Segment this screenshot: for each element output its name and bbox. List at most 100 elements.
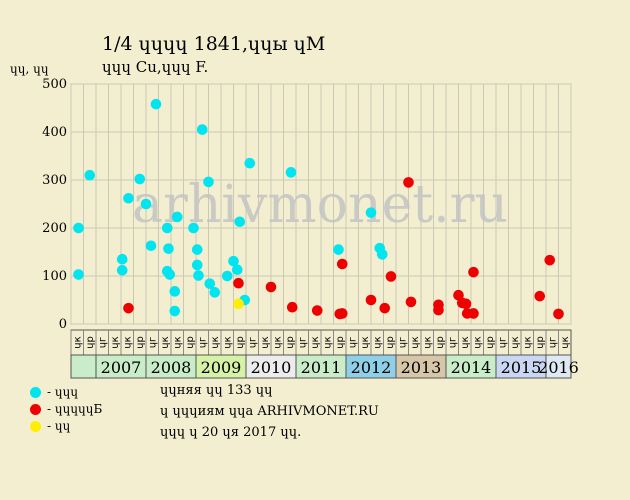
data-point: [234, 216, 246, 228]
data-point: [244, 157, 256, 169]
legend-item-cyan: - ɥɥɥ: [30, 385, 78, 399]
note-line-2: ɥ ɥɥɥиям ɥɥa ARHIVMONET.RU: [160, 404, 379, 419]
data-point: [140, 198, 152, 210]
data-point: [221, 270, 233, 282]
data-point: [376, 249, 388, 260]
month-tick-label: ɥк: [360, 336, 371, 348]
data-point: [169, 286, 181, 297]
month-tick-label: ɥр: [135, 336, 146, 349]
data-point: [123, 302, 134, 314]
month-tick-label: ɥр: [85, 336, 96, 349]
month-tick-label: ɥк: [272, 336, 283, 348]
data-point: [228, 255, 239, 267]
month-tick-label: ɥк: [560, 336, 571, 348]
data-point: [233, 298, 244, 310]
data-point: [193, 270, 204, 281]
data-point: [116, 253, 128, 265]
data-point: [265, 281, 277, 293]
data-point: [468, 266, 479, 278]
y-tick-label: 100: [42, 269, 67, 284]
data-point: [161, 222, 173, 234]
y-tick-label: 300: [42, 173, 67, 188]
month-tick-label: ɥк: [72, 336, 83, 348]
year-cell-blank: [70, 354, 97, 379]
month-tick-label: ɥг: [197, 337, 208, 349]
legend-marker-red: [30, 403, 41, 415]
data-point: [336, 308, 348, 319]
data-points: [73, 98, 564, 320]
watermark: arhivmonet.ru: [132, 175, 508, 235]
legend-label: - ɥɥɥɥɥБ: [47, 402, 103, 416]
data-point: [123, 192, 134, 204]
year-label: 2015: [501, 358, 542, 377]
data-point: [379, 302, 391, 314]
data-point: [73, 222, 84, 234]
data-point: [188, 222, 199, 234]
month-tick-label: ɥк: [372, 336, 383, 348]
legend-item-red: - ɥɥɥɥɥБ: [30, 402, 102, 416]
data-point: [145, 240, 157, 252]
month-tick-label: ɥк: [422, 336, 433, 348]
month-tick-label: ɥр: [285, 336, 296, 349]
month-tick-label: ɥр: [335, 336, 346, 349]
data-point: [433, 304, 444, 316]
data-point: [403, 177, 414, 188]
legend-label: - ɥɥ: [47, 419, 71, 433]
chart-subtitle: ɥɥɥ Cu,ɥɥɥ F.: [102, 58, 209, 76]
data-point: [553, 308, 564, 320]
data-point: [191, 244, 203, 255]
data-point: [385, 271, 397, 282]
month-tick-label: ɥк: [172, 336, 183, 348]
data-point: [365, 294, 377, 306]
month-tick-label: ɥк: [460, 336, 471, 348]
legend-marker-yellow: [30, 420, 41, 432]
year-label: 2014: [451, 358, 492, 377]
data-point: [460, 298, 472, 310]
data-point: [468, 308, 479, 319]
month-tick-label: ɥг: [247, 337, 258, 349]
data-point: [163, 243, 174, 254]
month-tick-label: ɥг: [397, 337, 408, 349]
chart-title: 1/4 ɥɥɥɥ 1841,ɥɥы ɥM: [102, 33, 326, 55]
data-point: [204, 278, 216, 289]
month-tick-label: ɥр: [535, 336, 546, 349]
data-point: [73, 269, 84, 280]
y-tick-label: 0: [59, 317, 67, 332]
data-point: [134, 173, 146, 185]
month-tick-label: ɥк: [222, 336, 233, 348]
year-label: 2012: [351, 358, 392, 377]
data-point: [544, 254, 556, 266]
data-point: [209, 287, 221, 298]
month-tick-label: ɥк: [510, 336, 521, 348]
legend-label: - ɥɥɥ: [47, 385, 79, 399]
data-point: [233, 277, 244, 289]
x-axis: ɥк ɥр ɥг ɥк ɥк ɥр ɥг ɥк ɥк ɥр ɥг ɥк ɥк ɥр ɥг ɥк ɥк ɥр ɥг ɥк…: [70, 329, 579, 379]
data-point: [405, 296, 417, 308]
note-line-1: ɥɥняя ɥɥ 133 ɥɥ: [160, 383, 273, 398]
month-tick-label: ɥг: [297, 337, 308, 349]
grid-lines: [70, 83, 572, 325]
data-point: [333, 244, 344, 255]
year-label: 2011: [301, 358, 342, 377]
legend-item-yellow: - ɥɥ: [30, 419, 70, 433]
month-tick-label: ɥк: [160, 336, 171, 348]
year-label: 2016: [538, 358, 579, 377]
data-point: [150, 98, 162, 110]
year-label: 2007: [101, 358, 142, 377]
y-axis: 0 100 200 300 400 500: [42, 77, 67, 332]
y-tick-label: 400: [42, 125, 67, 140]
month-tick-label: ɥр: [385, 336, 396, 349]
month-tick-label: ɥр: [235, 336, 246, 349]
year-label: 2013: [401, 358, 442, 377]
data-point: [231, 264, 243, 276]
month-tick-label: ɥг: [147, 337, 158, 349]
data-point: [365, 207, 377, 218]
month-tick-label: ɥг: [347, 337, 358, 349]
y-tick-label: 200: [42, 221, 67, 236]
data-point: [171, 211, 183, 223]
month-tick-label: ɥк: [410, 336, 421, 348]
data-point: [196, 124, 208, 135]
month-tick-label: ɥр: [435, 336, 446, 349]
data-point: [285, 167, 297, 178]
